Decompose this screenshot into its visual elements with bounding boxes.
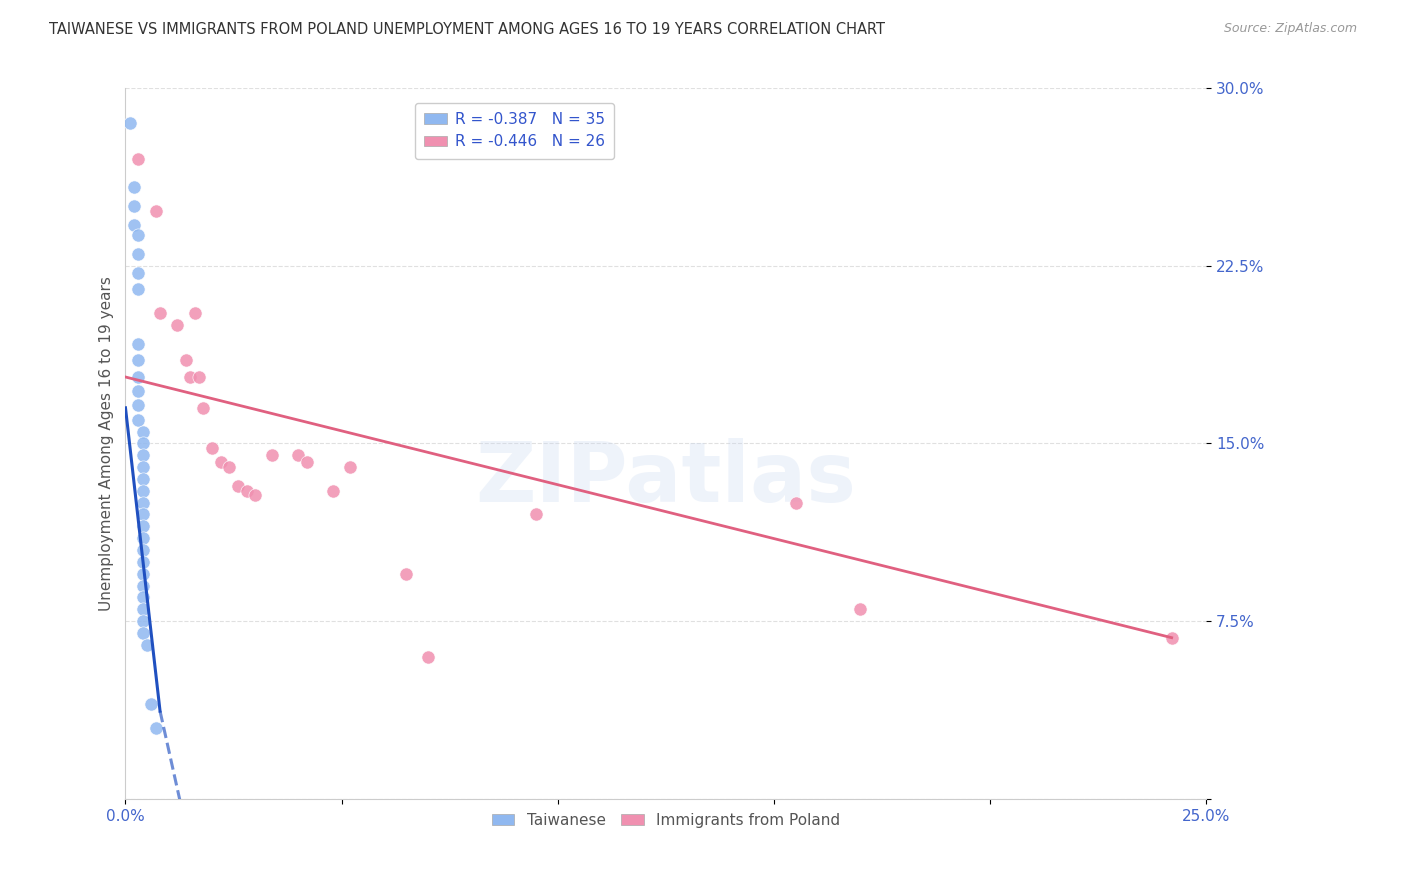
Point: [132, 555, 155, 569]
Point: [416, 649, 439, 664]
Point: [262, 448, 284, 462]
Point: [209, 455, 232, 469]
Point: [132, 614, 155, 628]
Point: [118, 116, 141, 130]
Point: [132, 483, 155, 498]
Point: [145, 204, 167, 219]
Point: [141, 697, 163, 711]
Point: [201, 441, 224, 455]
Point: [127, 336, 149, 351]
Point: [524, 508, 547, 522]
Point: [322, 483, 344, 498]
Text: TAIWANESE VS IMMIGRANTS FROM POLAND UNEMPLOYMENT AMONG AGES 16 TO 19 YEARS CORRE: TAIWANESE VS IMMIGRANTS FROM POLAND UNEM…: [49, 22, 886, 37]
Point: [132, 531, 155, 545]
Point: [395, 566, 418, 581]
Point: [132, 436, 155, 450]
Point: [127, 353, 149, 368]
Point: [193, 401, 215, 415]
Point: [849, 602, 872, 616]
Text: ZIPatlas: ZIPatlas: [475, 438, 856, 519]
Point: [287, 448, 309, 462]
Point: [127, 152, 149, 166]
Point: [127, 266, 149, 280]
Point: [226, 479, 249, 493]
Point: [166, 318, 188, 332]
Y-axis label: Unemployment Among Ages 16 to 19 years: Unemployment Among Ages 16 to 19 years: [100, 276, 114, 611]
Point: [132, 602, 155, 616]
Point: [122, 180, 145, 194]
Point: [1160, 631, 1182, 645]
Point: [127, 412, 149, 426]
Point: [295, 455, 318, 469]
Point: [132, 448, 155, 462]
Point: [127, 370, 149, 384]
Point: [136, 638, 159, 652]
Point: [127, 227, 149, 242]
Point: [132, 508, 155, 522]
Point: [339, 460, 361, 475]
Point: [132, 566, 155, 581]
Point: [122, 199, 145, 213]
Point: [188, 370, 211, 384]
Point: [132, 591, 155, 605]
Point: [145, 721, 167, 735]
Point: [132, 519, 155, 533]
Point: [122, 219, 145, 233]
Text: Source: ZipAtlas.com: Source: ZipAtlas.com: [1223, 22, 1357, 36]
Legend: Taiwanese, Immigrants from Poland: Taiwanese, Immigrants from Poland: [485, 806, 846, 834]
Point: [785, 495, 807, 509]
Point: [179, 370, 201, 384]
Point: [132, 460, 155, 475]
Point: [127, 282, 149, 296]
Point: [132, 425, 155, 439]
Point: [127, 399, 149, 413]
Point: [132, 495, 155, 509]
Point: [132, 578, 155, 592]
Point: [243, 488, 266, 502]
Point: [132, 472, 155, 486]
Point: [183, 306, 205, 320]
Point: [235, 483, 257, 498]
Point: [127, 384, 149, 399]
Point: [149, 306, 172, 320]
Point: [174, 353, 197, 368]
Point: [132, 626, 155, 640]
Point: [127, 247, 149, 261]
Point: [132, 543, 155, 558]
Point: [218, 460, 240, 475]
